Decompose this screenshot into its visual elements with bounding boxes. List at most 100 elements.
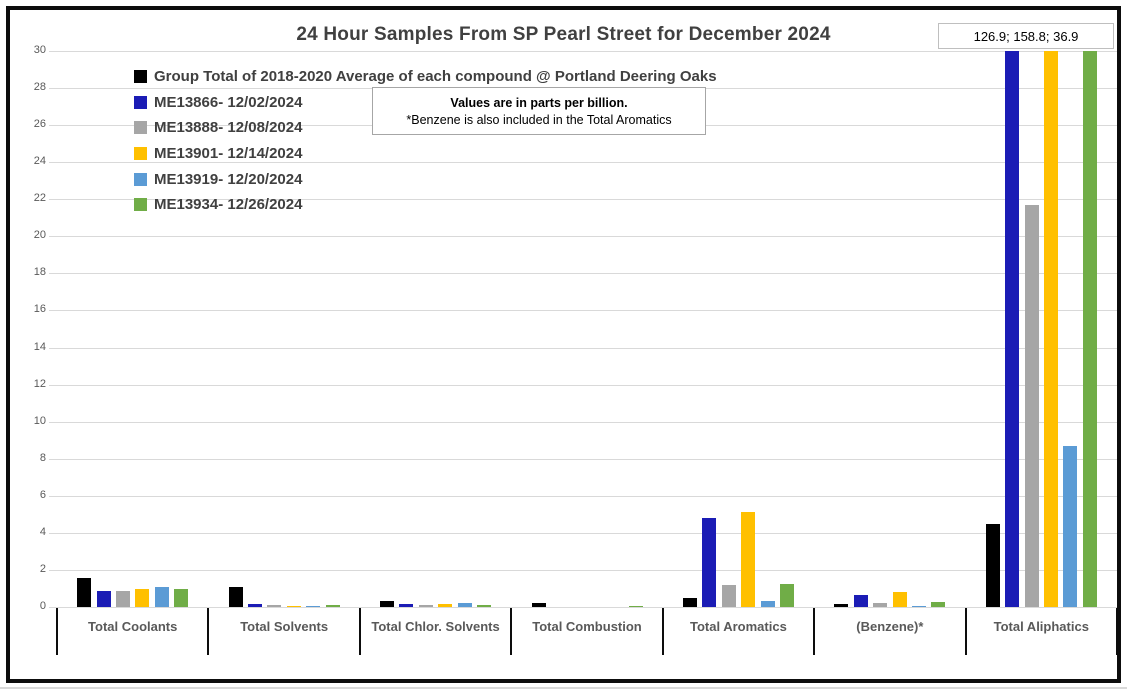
- bar: [853, 594, 868, 607]
- bar: [628, 605, 643, 607]
- category-label: Total Coolants: [88, 619, 178, 634]
- y-tick-label: 8: [39, 451, 46, 464]
- y-tick-label: 10: [33, 414, 46, 427]
- y-tick-label: 20: [33, 229, 46, 242]
- unit-note-line1: Values are in parts per billion.: [450, 95, 628, 110]
- bar: [892, 592, 907, 607]
- chart-frame: 24 Hour Samples From SP Pearl Street for…: [6, 6, 1121, 683]
- category-label: Total Aliphatics: [993, 619, 1089, 634]
- gridline: [49, 310, 1117, 312]
- y-tick-label: 0: [39, 600, 46, 612]
- bar: [154, 586, 169, 607]
- legend-swatch-icon: [134, 95, 147, 109]
- bar: [741, 512, 756, 607]
- bar: [682, 597, 697, 607]
- unit-note-box: Values are in parts per billion. *Benzen…: [372, 87, 706, 135]
- bar: [985, 523, 1000, 607]
- bar: [325, 604, 340, 607]
- legend-label: Group Total of 2018-2020 Average of each…: [154, 68, 717, 86]
- gridline: [49, 51, 1117, 52]
- y-tick-label: 30: [33, 44, 46, 56]
- category-separator: [1116, 608, 1118, 655]
- bar: [911, 606, 926, 607]
- bar: [399, 604, 414, 607]
- bar: [1024, 204, 1039, 607]
- bar: [418, 604, 433, 607]
- legend: Group Total of 2018-2020 Average of each…: [134, 64, 717, 218]
- category-separator: [56, 608, 58, 655]
- bar: [760, 600, 775, 607]
- legend-swatch-icon: [134, 121, 147, 135]
- bar: [834, 604, 849, 607]
- bar: [457, 603, 472, 607]
- bar: [1005, 51, 1020, 607]
- bar: [380, 601, 395, 607]
- gridline: [49, 569, 1117, 571]
- legend-swatch-icon: [134, 70, 147, 84]
- gridline: [49, 458, 1117, 460]
- bar: [1063, 445, 1078, 607]
- y-tick-label: 26: [33, 118, 46, 131]
- gridline: [49, 162, 1117, 164]
- category-separator: [358, 608, 361, 655]
- bar: [477, 604, 492, 607]
- gridline: [49, 607, 1117, 608]
- legend-item: ME13888- 12/08/2024: [134, 115, 717, 141]
- unit-note-line2: *Benzene is also included in the Total A…: [406, 112, 672, 127]
- y-tick-label: 12: [33, 377, 46, 390]
- category-label: Total Aromatics: [690, 619, 787, 634]
- chart-title: 24 Hour Samples From SP Pearl Street for…: [296, 24, 831, 45]
- gridline: [49, 347, 1117, 349]
- legend-swatch-icon: [134, 172, 147, 186]
- legend-label: ME13866- 12/02/2024: [154, 93, 303, 111]
- gridline: [49, 495, 1117, 497]
- gridline: [49, 421, 1117, 423]
- gridline: [49, 273, 1117, 275]
- category-label: Total Chlor. Solvents: [371, 619, 500, 634]
- legend-label: ME13901- 12/14/2024: [154, 145, 303, 163]
- legend-item: ME13901- 12/14/2024: [134, 141, 717, 167]
- bottom-edge-line: [0, 687, 1127, 689]
- bar: [873, 603, 888, 607]
- bar: [174, 589, 189, 607]
- y-tick-label: 28: [33, 81, 46, 94]
- bar: [1043, 51, 1058, 607]
- category-label: (Benzene)*: [856, 619, 924, 634]
- offscale-values-text: 126.9; 158.8; 36.9: [973, 28, 1079, 44]
- bar: [438, 603, 453, 607]
- bar: [77, 578, 92, 607]
- legend-item: ME13866- 12/02/2024: [134, 90, 717, 116]
- bar: [228, 586, 243, 607]
- y-tick-label: 2: [39, 562, 46, 575]
- bar: [248, 604, 263, 607]
- legend-label: ME13888- 12/08/2024: [154, 119, 303, 137]
- category-label: Total Solvents: [240, 619, 329, 634]
- bar: [286, 605, 301, 607]
- legend-item: ME13919- 12/20/2024: [134, 166, 717, 192]
- gridline: [49, 199, 1117, 201]
- category-separator: [661, 608, 664, 655]
- bar: [306, 605, 321, 607]
- y-tick-label: 6: [39, 488, 46, 501]
- bar: [721, 584, 736, 607]
- bar: [267, 605, 282, 607]
- legend-label: ME13934- 12/26/2024: [154, 196, 303, 214]
- legend-item: Group Total of 2018-2020 Average of each…: [134, 64, 717, 90]
- category-separator: [207, 608, 210, 655]
- legend-label: ME13919- 12/20/2024: [154, 170, 303, 188]
- category-separator: [510, 608, 513, 655]
- y-tick-label: 24: [33, 155, 46, 168]
- y-tick-label: 16: [33, 303, 46, 316]
- legend-swatch-icon: [134, 147, 147, 161]
- gridline: [49, 532, 1117, 534]
- bar: [931, 602, 946, 607]
- bar: [702, 518, 717, 607]
- category-separator: [964, 608, 967, 655]
- bar: [531, 603, 546, 607]
- legend-item: ME13934- 12/26/2024: [134, 192, 717, 218]
- legend-swatch-icon: [134, 198, 147, 212]
- y-tick-label: 4: [39, 525, 46, 538]
- y-tick-label: 18: [33, 266, 46, 279]
- gridline: [49, 236, 1117, 238]
- y-tick-label: 22: [33, 192, 46, 205]
